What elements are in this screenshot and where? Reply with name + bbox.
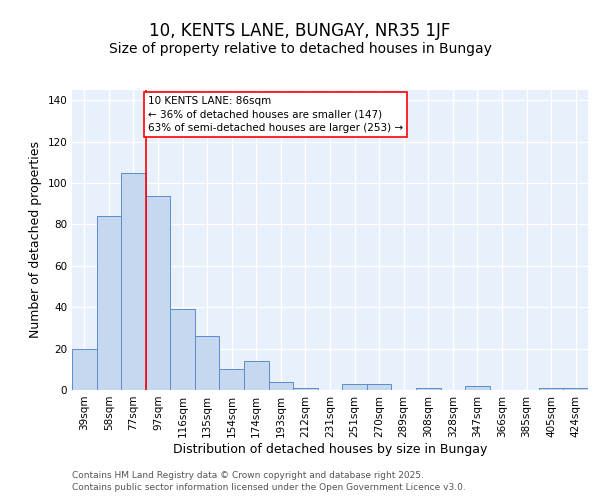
Bar (121, 173, 146, 390)
Text: Contains public sector information licensed under the Open Government Licence v3: Contains public sector information licen… (72, 484, 466, 492)
Text: 10, KENTS LANE, BUNGAY, NR35 1JF: 10, KENTS LANE, BUNGAY, NR35 1JF (149, 22, 451, 40)
Bar (367, 384, 391, 390)
Bar (195, 336, 220, 390)
Text: 10 KENTS LANE: 86sqm
← 36% of detached houses are smaller (147)
63% of semi-deta: 10 KENTS LANE: 86sqm ← 36% of detached h… (148, 96, 403, 132)
Bar (220, 370, 244, 390)
Text: Contains HM Land Registry data © Crown copyright and database right 2025.: Contains HM Land Registry data © Crown c… (72, 471, 424, 480)
Bar (244, 361, 269, 390)
Bar (342, 384, 367, 390)
Bar (146, 196, 170, 390)
Bar (269, 382, 293, 390)
Bar (465, 386, 490, 390)
Bar (293, 388, 318, 390)
Bar (72, 348, 97, 390)
Bar (170, 310, 195, 390)
Bar (539, 388, 563, 390)
Text: Size of property relative to detached houses in Bungay: Size of property relative to detached ho… (109, 42, 491, 56)
Bar (563, 388, 588, 390)
Y-axis label: Number of detached properties: Number of detached properties (29, 142, 42, 338)
Bar (416, 388, 440, 390)
Bar (97, 216, 121, 390)
X-axis label: Distribution of detached houses by size in Bungay: Distribution of detached houses by size … (173, 442, 487, 456)
